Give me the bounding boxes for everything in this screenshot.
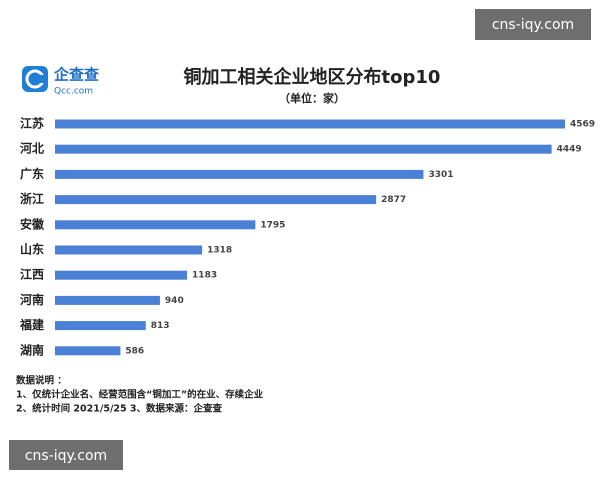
category-label: 广东: [20, 166, 44, 181]
value-label: 586: [125, 346, 144, 356]
logo-gap: [39, 75, 48, 83]
bar: [55, 195, 377, 205]
category-label: 福建: [19, 317, 45, 332]
watermark: cns-iqy.com: [25, 448, 107, 464]
bar: [55, 119, 565, 129]
note: 2、统计时间 2021/5/25 3、数据来源：企查查: [16, 403, 223, 415]
value-label: 3301: [428, 170, 453, 180]
bar: [55, 346, 121, 356]
bar: [55, 270, 188, 280]
bar: [55, 169, 424, 179]
logo-name: 企查查: [53, 66, 100, 84]
category-label: 江苏: [20, 116, 44, 131]
category-label: 河南: [19, 292, 44, 307]
value-label: 4569: [570, 120, 595, 130]
watermark-box: [9, 440, 123, 470]
value-label: 1183: [192, 271, 217, 281]
note: 1、仅统计企业名、经营范围含“铜加工”的在业、存续企业: [16, 389, 264, 401]
value-label: 4449: [557, 145, 582, 155]
bar: [55, 245, 203, 255]
chart-subtitle: （单位：家）: [279, 91, 345, 105]
watermark: cns-iqy.com: [492, 17, 574, 33]
value-label: 1318: [207, 246, 232, 256]
value-label: 1795: [260, 220, 285, 230]
category-label: 浙江: [20, 191, 44, 206]
bar: [55, 295, 160, 305]
value-label: 940: [165, 296, 184, 306]
category-label: 江西: [20, 267, 44, 282]
category-label: 湖南: [20, 342, 44, 357]
category-label: 山东: [20, 242, 44, 257]
bar: [55, 321, 146, 331]
category-label: 安徽: [20, 216, 45, 231]
bar: [55, 144, 552, 154]
chart-title: 铜加工相关企业地区分布top10: [184, 66, 441, 88]
note: 数据说明 ：: [15, 375, 67, 387]
bar: [55, 220, 256, 230]
value-label: 2877: [381, 195, 406, 205]
value-label: 813: [151, 321, 170, 331]
category-label: 河北: [19, 141, 44, 156]
logo-domain: Qcc.com: [54, 87, 93, 97]
watermark-box: [475, 9, 591, 40]
